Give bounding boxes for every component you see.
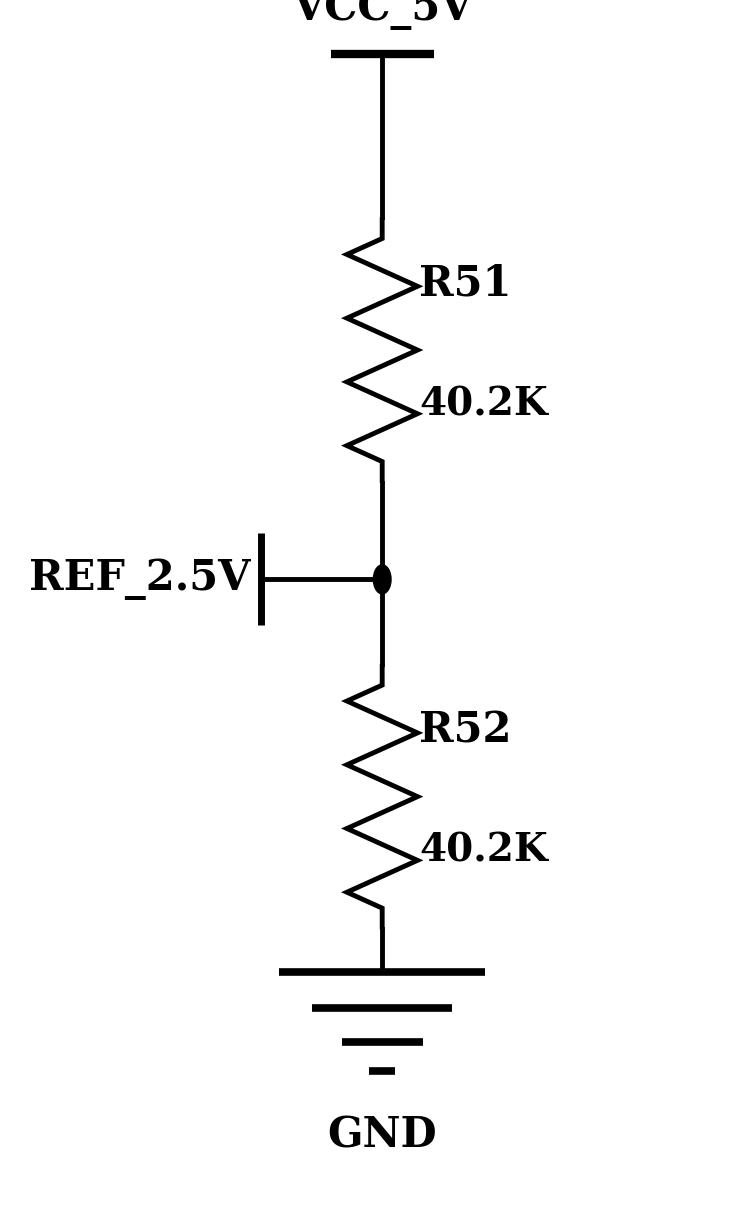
Text: 40.2K: 40.2K [419, 385, 548, 424]
Text: VCC_5V: VCC_5V [292, 0, 473, 30]
Text: REF_2.5V: REF_2.5V [29, 559, 250, 600]
Text: 40.2K: 40.2K [419, 832, 548, 870]
Text: R52: R52 [419, 710, 512, 751]
Text: R51: R51 [419, 263, 512, 304]
Text: GND: GND [327, 1114, 437, 1156]
Circle shape [373, 565, 391, 594]
